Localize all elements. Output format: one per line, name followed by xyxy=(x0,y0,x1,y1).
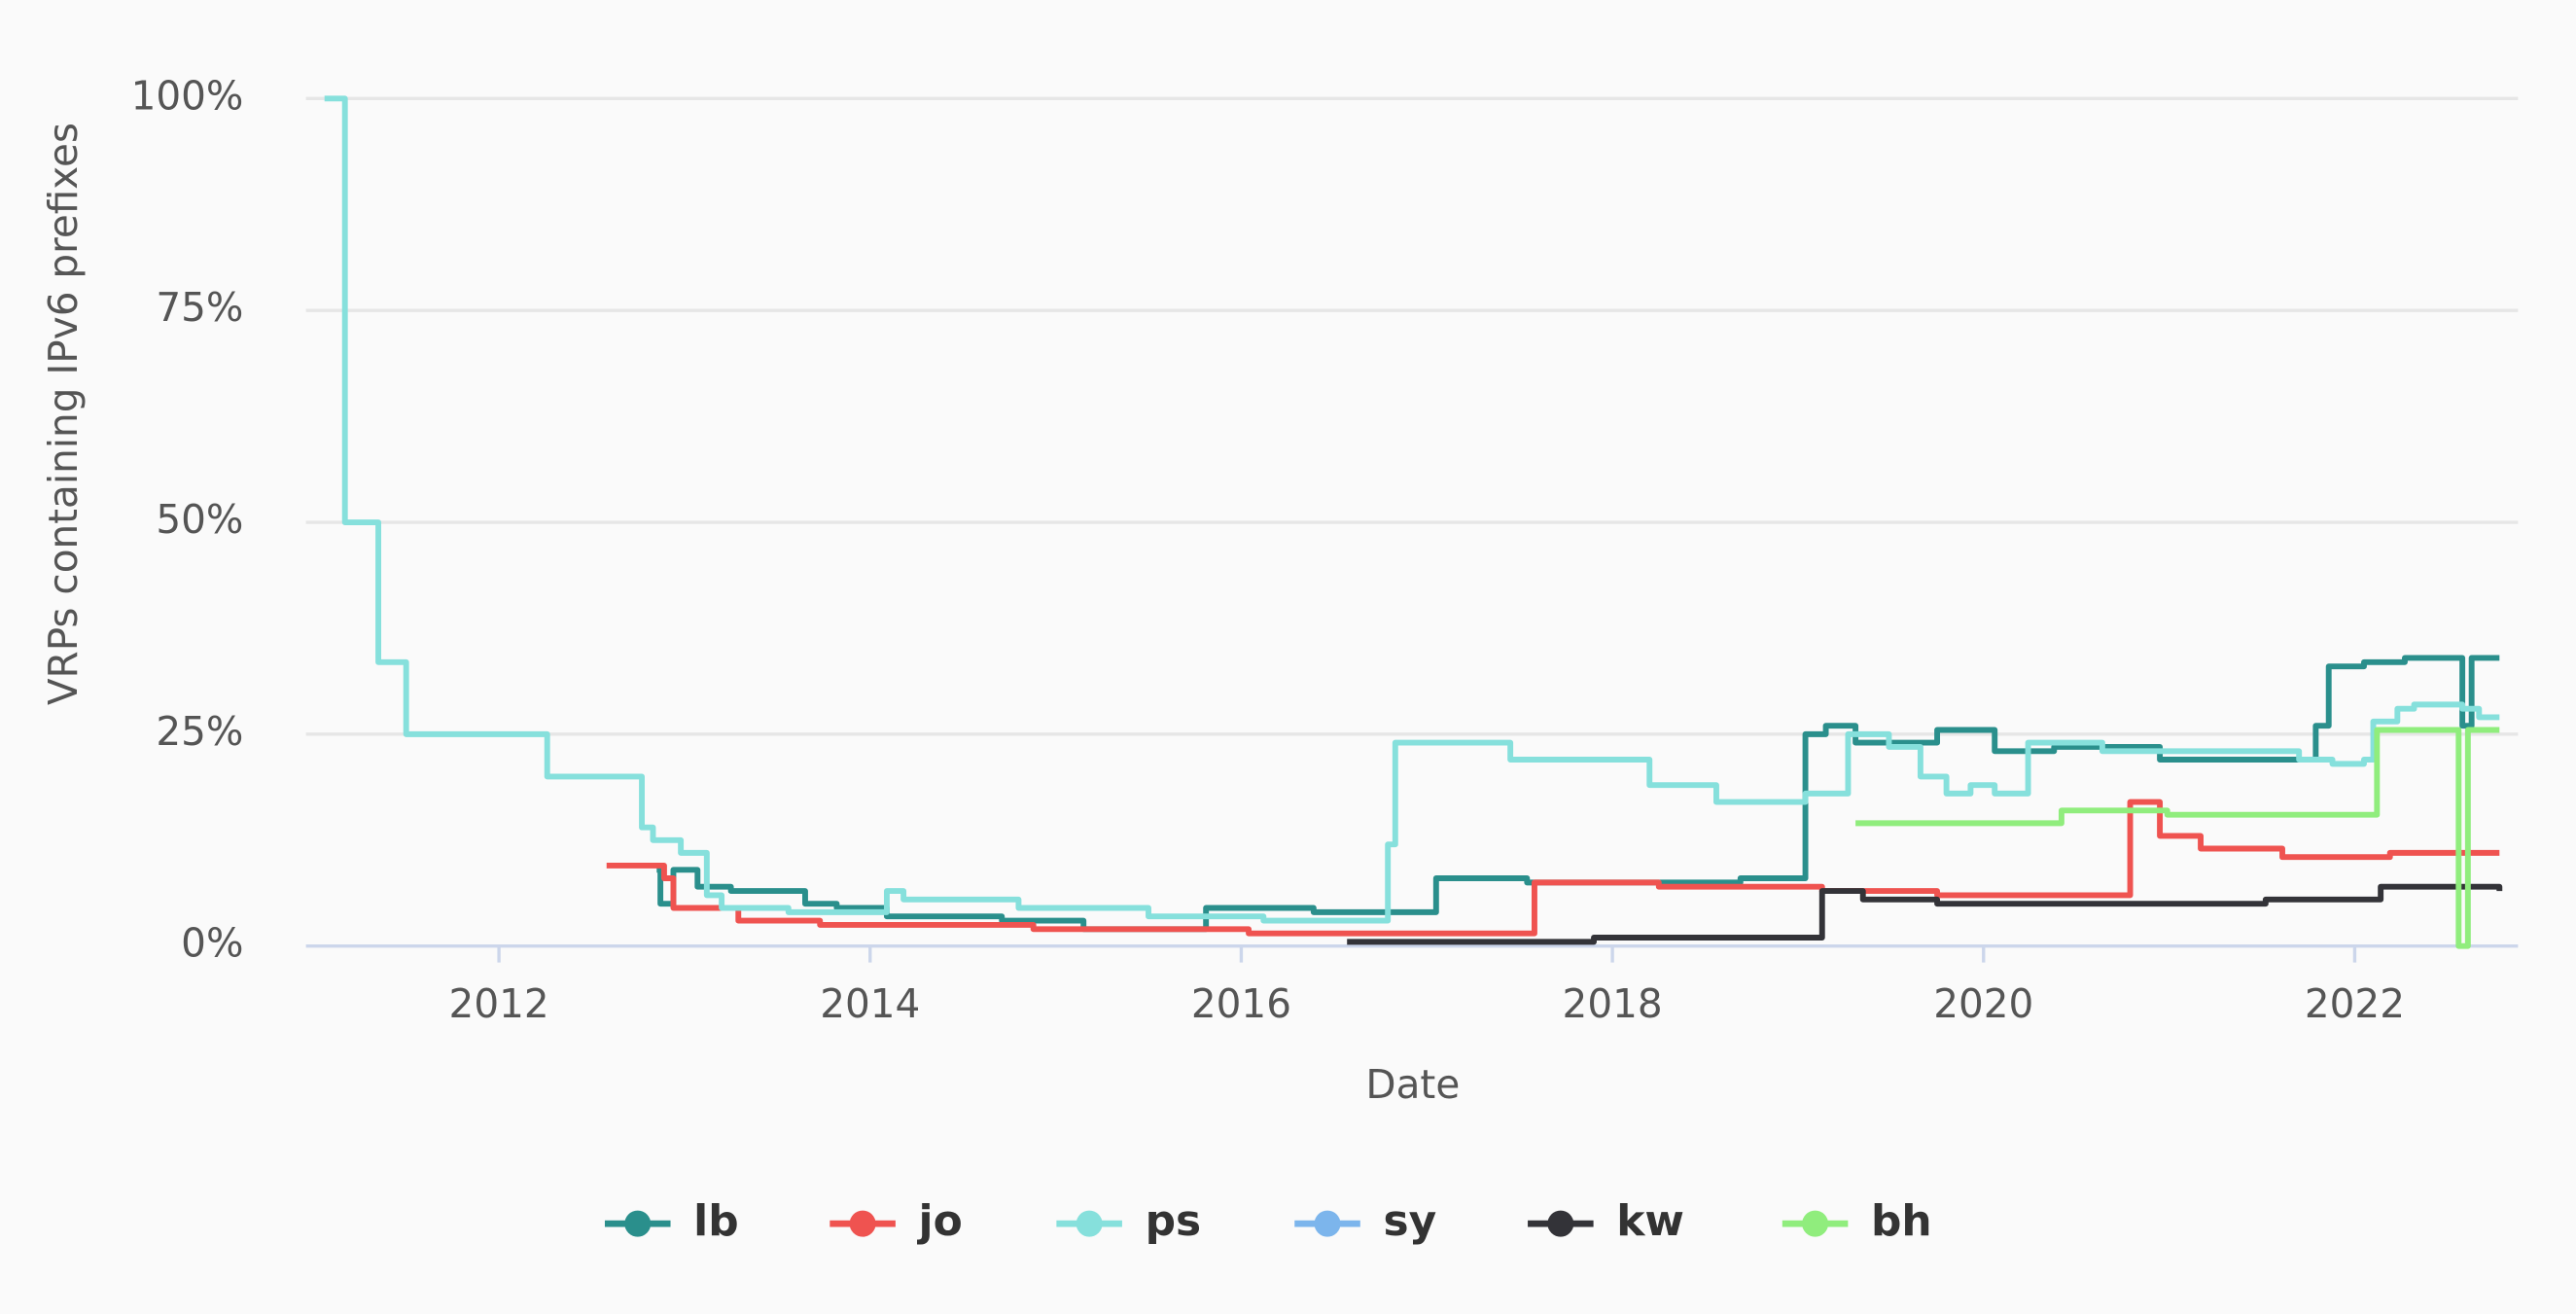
series-line xyxy=(656,655,2500,933)
y-tick-label: 25% xyxy=(156,708,243,755)
x-tick-label: 2016 xyxy=(1191,980,1291,1027)
series-line xyxy=(324,95,2500,924)
legend-label: ps xyxy=(1146,1196,1202,1246)
y-tick-label: 75% xyxy=(156,284,243,331)
legend-symbol xyxy=(1547,1210,1574,1237)
y-tick-label: 0% xyxy=(181,920,243,967)
x-tick-label: 2020 xyxy=(1933,980,2033,1027)
y-axis-label: VRPs containing IPv6 prefixes xyxy=(40,123,87,705)
legend-label: jo xyxy=(917,1196,963,1246)
legend-symbol xyxy=(1076,1210,1103,1237)
series-line xyxy=(1855,727,2500,949)
legend-symbol xyxy=(1802,1210,1829,1237)
x-tick-label: 2014 xyxy=(820,980,920,1027)
y-tick-label: 100% xyxy=(131,72,244,119)
legend-symbol xyxy=(1314,1210,1341,1237)
legend-symbol xyxy=(849,1210,876,1237)
y-tick-label: 50% xyxy=(156,496,243,543)
x-tick-label: 2022 xyxy=(2305,980,2405,1027)
x-axis-label: Date xyxy=(1365,1061,1460,1108)
x-tick-label: 2018 xyxy=(1563,980,1663,1027)
legend-symbol xyxy=(624,1210,652,1237)
legend-label: lb xyxy=(693,1196,738,1246)
legend-label: bh xyxy=(1871,1196,1932,1246)
series-line xyxy=(1347,883,2503,945)
legend-label: kw xyxy=(1616,1196,1684,1246)
x-tick-label: 2012 xyxy=(449,980,549,1027)
legend-label: sy xyxy=(1383,1196,1436,1246)
